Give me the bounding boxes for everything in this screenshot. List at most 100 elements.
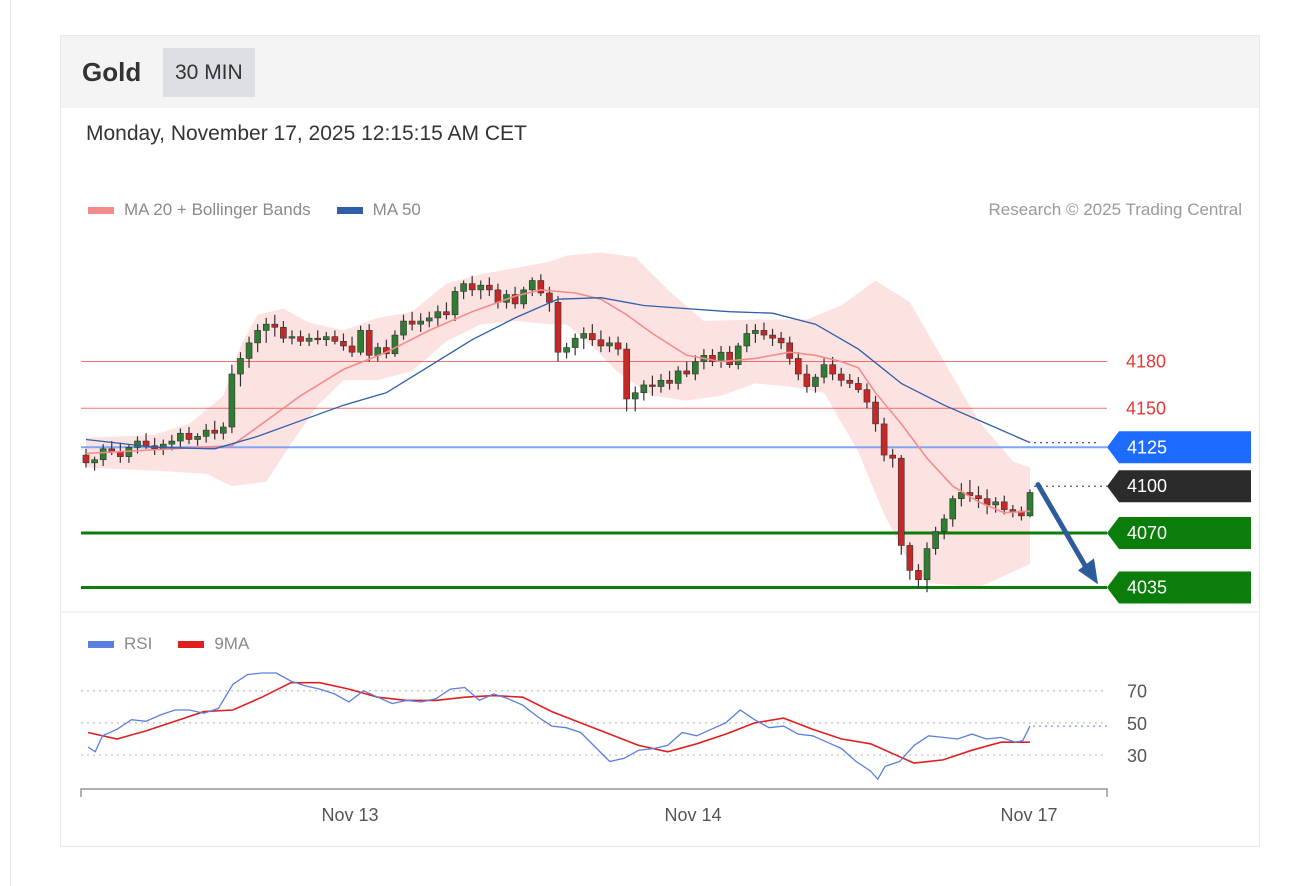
candle-bearish (829, 364, 836, 375)
candle-bearish (837, 373, 845, 381)
candle-bullish (563, 347, 570, 353)
rsi-legend-swatch (88, 640, 114, 648)
candle-bearish (649, 384, 656, 387)
candle-bearish (340, 340, 347, 347)
candle-bullish (949, 498, 957, 520)
candle-bullish (305, 337, 313, 342)
candle-bearish (537, 280, 545, 294)
chart-timestamp: Monday, November 17, 2025 12:15:15 AM CE… (86, 122, 527, 145)
candle-bullish (460, 283, 467, 292)
candle-bullish (640, 384, 648, 394)
candle-bearish (468, 283, 476, 291)
candle-bullish (958, 492, 965, 500)
candle-bullish (451, 291, 459, 316)
level-tag-4125 (1107, 431, 1251, 464)
candle-bullish (357, 330, 364, 353)
candle-bearish (760, 330, 768, 336)
candle-bearish (915, 570, 922, 581)
candle-bullish (434, 311, 442, 319)
candle-bearish (494, 289, 502, 303)
forecast-arrow-shaft (1035, 482, 1092, 575)
candle-bearish (769, 334, 776, 339)
candle-bullish (322, 336, 330, 341)
x-axis-line (80, 788, 1108, 797)
candle-bearish (365, 330, 373, 356)
x-tick-label-nov13: Nov 13 (321, 805, 378, 825)
candle-bearish (623, 348, 630, 400)
candle-bearish (794, 358, 802, 375)
candle-bullish (940, 518, 948, 532)
price-legend: MA 20 + Bollinger Bands MA 50 (88, 200, 421, 220)
candle-bullish (743, 333, 751, 347)
ma50-legend-swatch (336, 206, 363, 214)
candle-bullish (168, 440, 176, 445)
level-tag-4035 (1107, 571, 1251, 604)
candle-bearish (546, 292, 553, 303)
candle-bullish (220, 426, 227, 434)
candle-bearish (82, 454, 90, 464)
copyright-text: Research © 2025 Trading Central (988, 200, 1243, 219)
candle-bullish (528, 280, 536, 291)
candle-bearish (872, 401, 879, 425)
candle-bullish (288, 336, 296, 339)
candle-bearish (786, 342, 794, 359)
candle-bullish (520, 289, 527, 305)
candle-bullish (923, 548, 931, 581)
candle-bearish (211, 429, 219, 434)
candle-bullish (254, 330, 261, 344)
candle-bullish (674, 370, 682, 384)
candle-bearish (314, 337, 322, 341)
candle-bearish (554, 302, 562, 353)
candle-bullish (752, 330, 759, 334)
candle-bearish (855, 383, 862, 390)
rsi-line (87, 672, 1031, 781)
candle-bearish (408, 320, 416, 325)
candle-bearish (889, 454, 896, 459)
candle-bullish (992, 501, 999, 506)
candle-bullish (631, 392, 639, 400)
rsi-legend-label: RSI (124, 634, 153, 653)
candle-bullish (1026, 492, 1034, 517)
candle-bullish (425, 317, 433, 322)
candle-bearish (683, 370, 691, 375)
page-left-rule (10, 0, 11, 886)
level-label-4180: 4180 (1126, 352, 1166, 372)
candle-bearish (726, 351, 733, 365)
candle-bullish (717, 351, 725, 362)
interval-badge[interactable]: 30 MIN (163, 48, 255, 97)
rsi-9ma-line (87, 681, 1030, 764)
candle-bearish (846, 379, 854, 384)
candle-bearish (666, 379, 673, 384)
candle-bullish (417, 320, 424, 325)
candle-bullish (477, 284, 485, 291)
candle-bearish (614, 342, 622, 350)
x-tick-label-nov17: Nov 17 (1000, 805, 1057, 825)
instrument-title: Gold (82, 57, 142, 87)
rsi-tick-label-70: 70 (1127, 682, 1147, 702)
level-label-4150: 4150 (1126, 398, 1166, 418)
candle-bullish (262, 323, 270, 331)
candle-bullish (932, 531, 939, 549)
candle-bullish (177, 432, 184, 442)
candle-bullish (692, 361, 699, 375)
level-tag-4070 (1107, 516, 1251, 549)
ma20-legend-swatch (88, 206, 114, 214)
candle-bearish (597, 339, 605, 347)
forecast-arrow-head (1078, 558, 1098, 585)
candle-bullish (194, 436, 201, 440)
candle-bearish (1000, 501, 1008, 510)
candle-bearish (880, 423, 888, 456)
level-tag-4100 (1107, 470, 1251, 503)
candle-bearish (297, 336, 304, 342)
rsi-legend: RSI 9MA (88, 634, 249, 654)
candle-bullish (580, 333, 588, 339)
candle-bearish (897, 457, 905, 546)
candle-bearish (975, 495, 982, 500)
candle-bullish (820, 364, 828, 378)
candle-bullish (245, 342, 253, 359)
candle-bullish (391, 334, 399, 355)
candle-bearish (486, 284, 493, 291)
candle-bearish (589, 333, 596, 341)
candle-bullish (91, 459, 98, 464)
